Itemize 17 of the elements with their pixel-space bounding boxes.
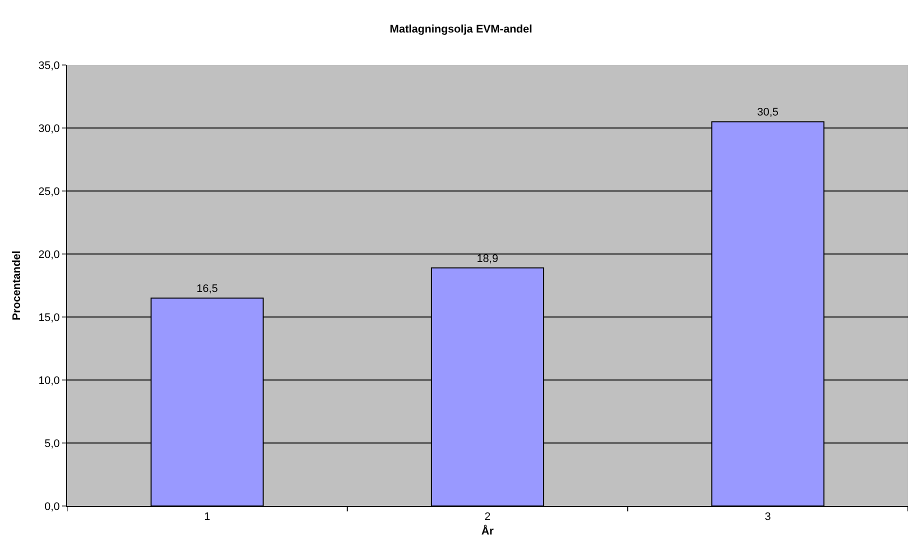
y-tick-label: 35,0 [38, 60, 60, 72]
data-label: 30,5 [757, 106, 779, 119]
x-tick-label: 3 [764, 511, 771, 524]
y-tick-label: 20,0 [38, 248, 60, 261]
y-tick-label: 10,0 [38, 374, 60, 387]
x-tick-label: 2 [484, 511, 491, 524]
y-tick-label: 25,0 [38, 186, 60, 198]
y-tick-label: 30,0 [38, 122, 60, 135]
data-label: 16,5 [196, 283, 218, 296]
x-tick-label: 1 [204, 511, 210, 524]
chart-title: Matlagningsolja EVM-andel [390, 24, 532, 36]
x-axis-title: År [481, 524, 494, 538]
y-tick-label: 0,0 [44, 500, 60, 513]
y-tick-label: 15,0 [38, 312, 60, 324]
data-label: 18,9 [476, 252, 498, 265]
y-tick-label: 5,0 [44, 438, 60, 450]
y-axis-title: Procentandel [11, 250, 24, 320]
